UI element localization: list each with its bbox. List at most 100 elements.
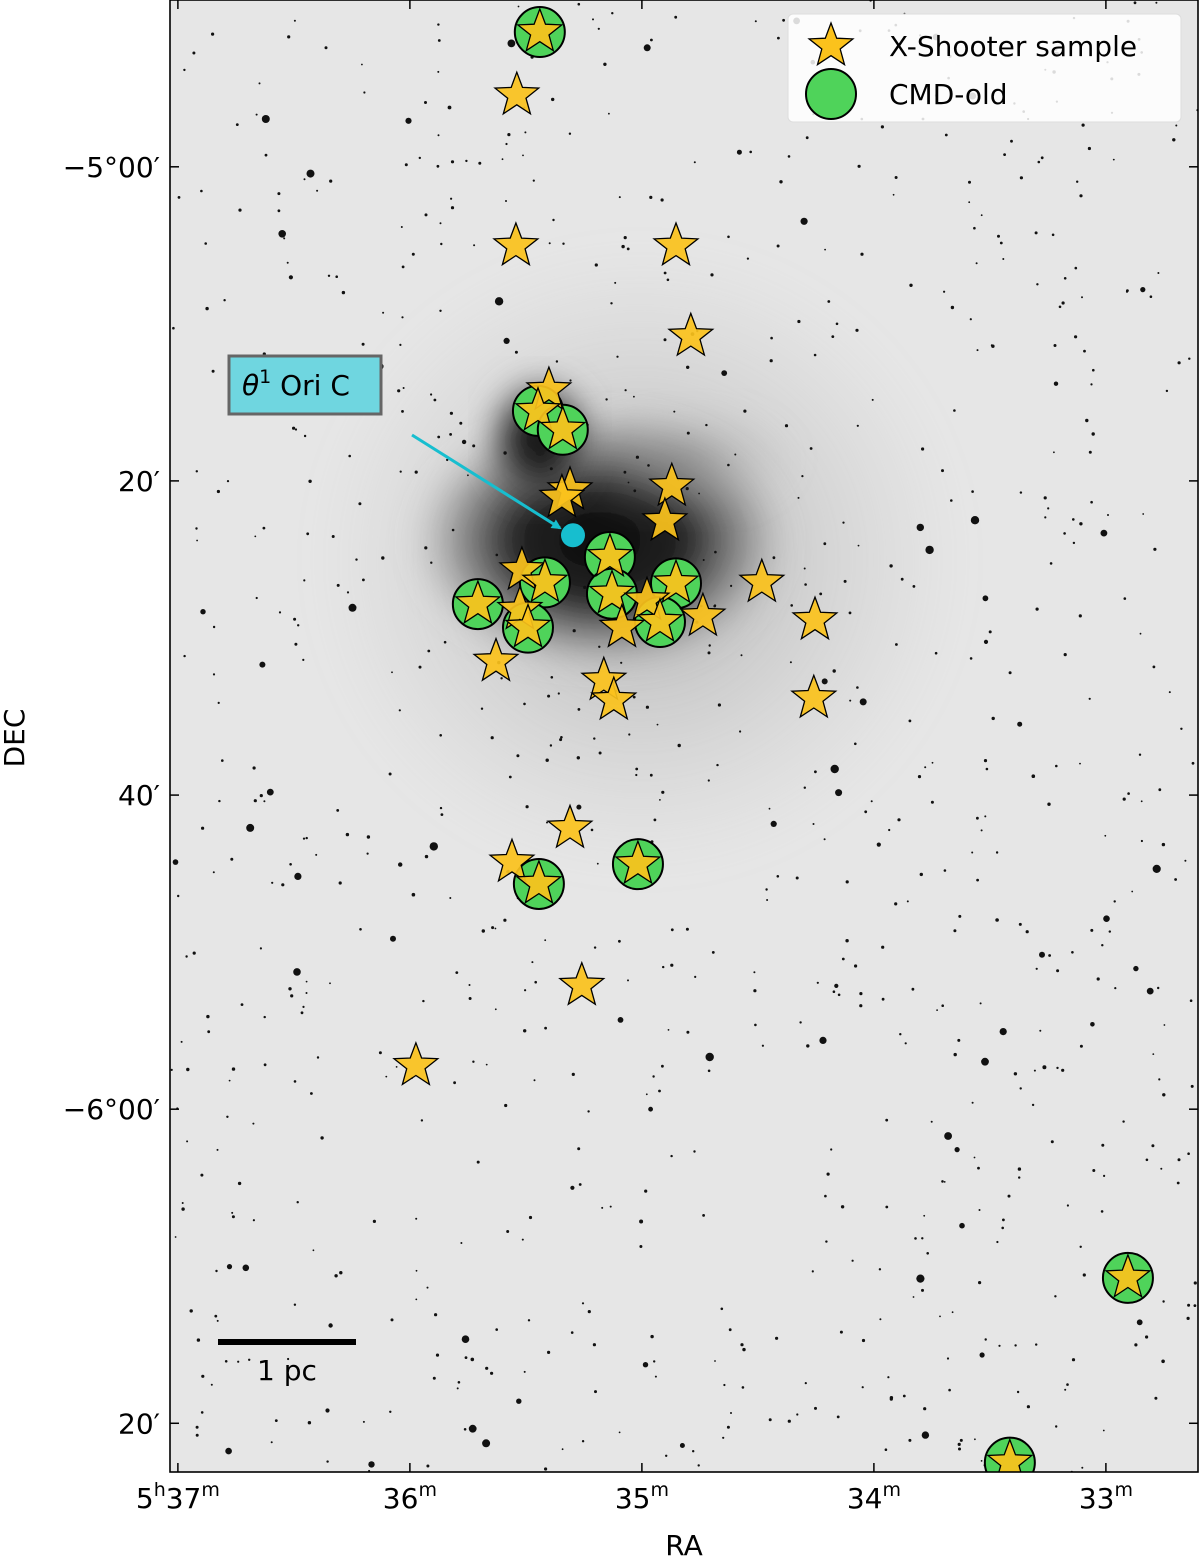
field-star — [652, 1075, 655, 1078]
field-star — [894, 176, 898, 179]
field-star — [399, 343, 402, 346]
field-star — [811, 1270, 814, 1273]
field-star — [1074, 335, 1078, 339]
field-star — [326, 1460, 329, 1463]
field-star — [803, 786, 806, 789]
field-star — [761, 1044, 765, 1047]
field-star — [897, 818, 901, 822]
field-star — [424, 854, 429, 859]
field-star — [293, 19, 296, 22]
field-star — [1113, 900, 1116, 903]
field-star — [514, 350, 518, 354]
field-star — [570, 1185, 575, 1190]
field-star — [495, 553, 499, 557]
field-star — [978, 1209, 981, 1211]
field-star — [1033, 1069, 1036, 1072]
field-star — [490, 1371, 494, 1375]
field-star — [490, 736, 494, 740]
field-star — [1047, 507, 1050, 510]
field-star — [278, 611, 282, 614]
field-star — [1079, 1245, 1082, 1249]
field-star — [843, 579, 847, 583]
field-star — [226, 1115, 229, 1119]
field-star — [663, 338, 667, 342]
field-star — [302, 837, 306, 840]
field-star — [1043, 496, 1047, 500]
field-star — [831, 335, 835, 338]
field-star — [1165, 389, 1169, 393]
field-star — [215, 1269, 218, 1273]
field-star — [217, 701, 220, 705]
field-star — [830, 1148, 833, 1151]
field-star — [1161, 842, 1166, 847]
field-star — [944, 133, 948, 137]
xshooter-point — [636, 597, 684, 643]
field-star — [555, 360, 559, 363]
field-star — [985, 767, 989, 771]
field-star — [999, 241, 1003, 245]
field-star — [516, 754, 520, 758]
field-star — [263, 1063, 267, 1067]
field-star — [968, 201, 971, 204]
field-star — [796, 1413, 799, 1416]
field-star — [329, 179, 333, 183]
field-star — [465, 159, 468, 163]
field-star — [953, 409, 956, 412]
field-star — [401, 316, 404, 319]
field-star — [521, 1238, 524, 1241]
field-star — [401, 410, 404, 413]
field-star — [835, 789, 843, 797]
field-star — [1079, 762, 1081, 765]
field-star — [647, 464, 650, 467]
field-star — [841, 957, 845, 961]
field-star — [303, 178, 306, 181]
field-star — [969, 657, 973, 660]
field-star — [601, 1206, 604, 1209]
field-star — [1090, 383, 1093, 386]
field-star — [787, 1419, 791, 1423]
field-star — [238, 208, 242, 212]
field-star — [618, 196, 621, 199]
field-star — [390, 935, 396, 942]
xshooter-point — [538, 472, 586, 518]
field-star — [943, 869, 947, 872]
field-star — [439, 309, 442, 312]
field-star — [821, 678, 828, 685]
field-star — [201, 826, 205, 830]
field-star — [804, 583, 807, 586]
field-star — [861, 1386, 864, 1389]
field-star — [1139, 632, 1142, 635]
field-star — [405, 117, 412, 124]
field-star — [819, 1036, 827, 1044]
field-star — [971, 1101, 974, 1104]
field-star — [590, 828, 594, 832]
field-star — [174, 1236, 177, 1238]
field-star — [329, 982, 331, 985]
field-star — [468, 984, 471, 986]
field-star — [722, 1436, 725, 1439]
field-star — [494, 1008, 497, 1011]
field-star — [183, 654, 186, 658]
field-star — [211, 32, 215, 36]
field-star — [503, 918, 507, 922]
field-star — [980, 214, 983, 217]
field-star — [912, 1296, 915, 1298]
field-star — [562, 242, 565, 245]
field-star — [261, 115, 270, 123]
field-star — [1101, 1143, 1105, 1147]
field-star — [507, 39, 516, 48]
legend-box — [787, 13, 1182, 123]
field-star — [645, 1093, 648, 1096]
field-star — [1163, 1024, 1166, 1026]
field-star — [950, 305, 955, 310]
field-star — [1074, 266, 1078, 270]
field-star — [310, 1092, 313, 1095]
field-star — [302, 658, 305, 662]
field-star — [230, 857, 234, 861]
field-star — [950, 499, 953, 502]
field-star — [1187, 1303, 1191, 1307]
field-star — [620, 661, 623, 664]
field-star — [437, 70, 440, 73]
field-star — [916, 523, 924, 532]
